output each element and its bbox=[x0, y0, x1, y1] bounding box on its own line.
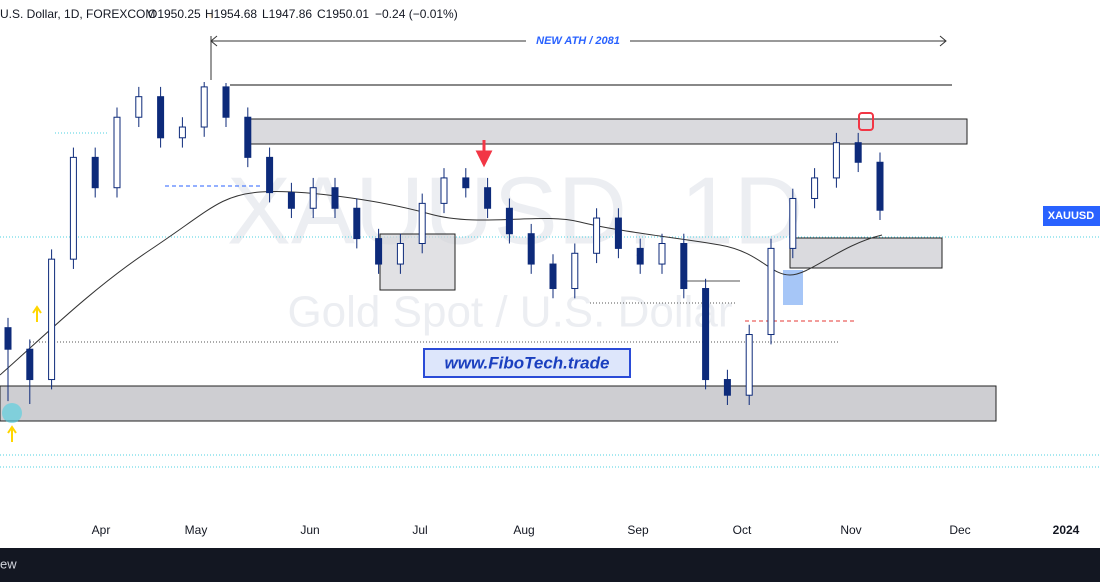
yellow-arrow bbox=[7, 425, 17, 442]
candle-body bbox=[658, 243, 666, 265]
candle-body bbox=[69, 156, 77, 260]
zone bbox=[247, 118, 968, 145]
watermark-sub: Gold Spot / U.S. Dollar bbox=[287, 288, 732, 337]
candle-body bbox=[135, 96, 143, 118]
close: C1950.01 bbox=[317, 7, 369, 21]
candle-body bbox=[113, 116, 121, 189]
zone bbox=[789, 237, 943, 269]
highlight bbox=[783, 270, 803, 305]
candle-body bbox=[91, 156, 99, 189]
x-label: 2024 bbox=[1053, 523, 1080, 537]
x-label: Sep bbox=[627, 523, 649, 537]
candle-body bbox=[26, 348, 34, 381]
candle-body bbox=[200, 86, 208, 128]
candle-body bbox=[331, 187, 339, 209]
change: −0.24 (−0.01%) bbox=[375, 7, 458, 21]
footer-bar bbox=[0, 548, 1100, 582]
candle-body bbox=[854, 142, 862, 163]
candle-body bbox=[178, 126, 186, 139]
promo-box bbox=[423, 348, 631, 378]
yellow-arrow bbox=[32, 305, 42, 322]
candle-body bbox=[680, 243, 688, 290]
red-arrow bbox=[475, 140, 493, 168]
candle-body bbox=[244, 116, 252, 158]
candle-body bbox=[702, 288, 710, 381]
candle-body bbox=[48, 258, 56, 381]
candle-body bbox=[832, 142, 840, 179]
x-label: Dec bbox=[949, 523, 970, 537]
symbol: U.S. Dollar, 1D, FOREXCOM bbox=[0, 7, 155, 21]
high: H1954.68 bbox=[205, 7, 257, 21]
candle-body bbox=[222, 86, 230, 118]
watermark: XAUUSD, 1D bbox=[227, 157, 803, 264]
candle-body bbox=[353, 207, 361, 240]
x-label: Apr bbox=[92, 523, 111, 537]
x-label: Jun bbox=[300, 523, 319, 537]
open: O1950.25 bbox=[148, 7, 201, 21]
candle-body bbox=[266, 156, 274, 194]
candle-body bbox=[527, 233, 535, 265]
candle-body bbox=[549, 263, 557, 290]
marker bbox=[2, 403, 22, 423]
candle-body bbox=[505, 207, 513, 235]
candle-body bbox=[440, 177, 448, 204]
candle-body bbox=[723, 379, 731, 396]
candle-body bbox=[396, 243, 404, 265]
x-label: Nov bbox=[840, 523, 861, 537]
promo: www.FiboTech.trade bbox=[445, 353, 610, 372]
candle-body bbox=[484, 187, 492, 209]
price-tag-bg bbox=[1043, 206, 1100, 226]
candle-body bbox=[418, 202, 426, 244]
icon bbox=[858, 112, 874, 131]
annotation-bg bbox=[526, 33, 630, 49]
zone bbox=[379, 233, 456, 291]
candle-body bbox=[636, 247, 644, 265]
moving-average bbox=[0, 191, 883, 376]
x-label: May bbox=[185, 523, 208, 537]
candle-body bbox=[4, 327, 12, 350]
candle-body bbox=[811, 177, 819, 199]
x-label: Aug bbox=[513, 523, 534, 537]
zone bbox=[0, 385, 997, 422]
x-axis: Apr May Jun Jul Aug Sep Oct Nov Dec 2024 bbox=[92, 523, 1080, 537]
price-tag: XAUUSD bbox=[1048, 210, 1095, 222]
candle-body bbox=[462, 177, 470, 189]
candle-body bbox=[876, 161, 884, 211]
x-label: Jul bbox=[412, 523, 427, 537]
x-label: Oct bbox=[733, 523, 752, 537]
candle-body bbox=[767, 247, 775, 336]
candle-body bbox=[571, 252, 579, 290]
candle-body bbox=[287, 192, 295, 209]
candle-body bbox=[614, 217, 622, 249]
candle-body bbox=[593, 217, 601, 254]
candle-body bbox=[745, 334, 753, 396]
header-bg bbox=[0, 4, 460, 24]
candle-body bbox=[375, 238, 383, 265]
annotation: NEW ATH / 2081 bbox=[536, 35, 620, 47]
low: L1947.86 bbox=[262, 7, 312, 21]
candle-body bbox=[789, 197, 797, 249]
candle-body bbox=[157, 96, 165, 139]
candles bbox=[4, 82, 884, 405]
candle-body bbox=[309, 187, 317, 209]
footer-text: ew bbox=[0, 556, 17, 571]
